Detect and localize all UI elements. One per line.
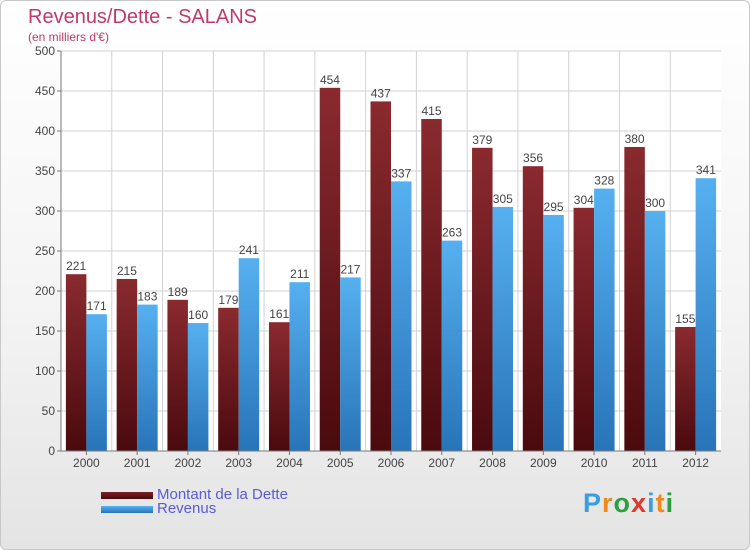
logo-letter: i (647, 488, 656, 518)
x-tick-label-2012: 2012 (682, 456, 709, 470)
data-label-debt-2006: 437 (371, 86, 391, 100)
x-tick-label-2010: 2010 (581, 456, 608, 470)
data-label-revenus-2007: 263 (442, 226, 462, 240)
data-label-revenus-2010: 328 (594, 174, 614, 188)
bar-debt-2011 (624, 147, 645, 451)
y-tick-label: 150 (35, 324, 55, 338)
data-label-revenus-2005: 217 (340, 262, 360, 276)
data-label-debt-2005: 454 (320, 73, 340, 87)
y-tick-label: 300 (35, 204, 55, 218)
x-tick-label-2009: 2009 (530, 456, 557, 470)
data-label-revenus-2006: 337 (391, 166, 411, 180)
bar-revenus-2005 (340, 277, 361, 451)
bar-debt-2001 (116, 279, 138, 451)
y-tick-label: 200 (35, 284, 55, 298)
bar-debt-2003 (218, 307, 239, 451)
x-tick-label-2000: 2000 (73, 456, 100, 470)
bar-revenus-2007 (441, 240, 463, 451)
legend-label-revenus: Revenus (157, 500, 217, 517)
y-tick-label: 250 (35, 244, 55, 258)
x-tick-label-2002: 2002 (175, 456, 202, 470)
data-label-revenus-2001: 183 (137, 290, 157, 304)
x-tick-label-2003: 2003 (225, 456, 252, 470)
bar-debt-2004 (268, 322, 290, 451)
data-label-debt-2010: 304 (574, 193, 594, 207)
data-label-revenus-2011: 300 (645, 196, 665, 210)
bar-debt-2009 (522, 166, 544, 451)
logo-letter: t (655, 488, 666, 518)
bar-revenus-2000 (86, 314, 107, 451)
bar-revenus-2010 (594, 188, 615, 451)
logo-letter: i (665, 488, 675, 518)
bar-revenus-2001 (137, 304, 158, 451)
data-label-debt-2012: 155 (675, 312, 695, 326)
data-label-revenus-2012: 341 (696, 163, 716, 177)
chart-subtitle: (en milliers d'€) (28, 30, 109, 44)
logo-letter: P (583, 488, 603, 518)
bar-revenus-2006 (391, 181, 412, 451)
data-label-debt-2002: 189 (168, 285, 188, 299)
x-tick-label-2007: 2007 (428, 456, 455, 470)
data-label-revenus-2003: 241 (239, 243, 259, 257)
y-tick-label: 350 (35, 164, 55, 178)
bar-revenus-2012 (695, 178, 717, 451)
data-label-debt-2003: 179 (218, 293, 238, 307)
data-label-debt-2001: 215 (117, 264, 137, 278)
data-label-debt-2004: 161 (269, 307, 289, 321)
y-tick-label: 450 (35, 84, 55, 98)
legend-label-debt: Montant de la Dette (157, 486, 288, 503)
bar-revenus-2002 (187, 323, 209, 451)
data-label-debt-2000: 221 (66, 259, 86, 273)
bar-debt-2000 (65, 274, 87, 451)
bar-debt-2010 (573, 207, 595, 451)
bar-debt-2012 (675, 327, 696, 451)
logo-letter: o (613, 488, 632, 518)
y-tick-label: 0 (48, 444, 55, 458)
data-label-revenus-2004: 211 (290, 267, 309, 281)
y-tick-label: 400 (35, 124, 55, 138)
data-label-revenus-2009: 295 (544, 200, 564, 214)
bar-debt-2006 (370, 101, 391, 452)
data-label-debt-2007: 415 (422, 104, 442, 118)
data-label-revenus-2000: 171 (87, 299, 107, 313)
x-tick-label-2008: 2008 (479, 456, 506, 470)
bar-debt-2008 (472, 147, 493, 452)
bar-revenus-2009 (543, 215, 564, 451)
data-label-revenus-2002: 160 (188, 308, 208, 322)
logo-letter: r (602, 488, 614, 518)
bar-revenus-2004 (289, 282, 310, 451)
bar-debt-2005 (319, 87, 341, 452)
bar-revenus-2003 (238, 258, 260, 451)
bar-revenus-2008 (492, 207, 514, 451)
logo-letter: x (631, 488, 648, 518)
data-label-debt-2011: 380 (625, 132, 645, 146)
bar-debt-2002 (167, 299, 188, 451)
data-label-debt-2008: 379 (472, 133, 492, 147)
bar-revenus-2011 (644, 211, 666, 451)
y-tick-label: 100 (35, 364, 55, 378)
legend-swatch-revenus (101, 506, 153, 513)
data-label-revenus-2008: 305 (493, 192, 513, 206)
x-tick-label-2004: 2004 (276, 456, 303, 470)
legend-swatch-debt (101, 492, 153, 499)
data-label-debt-2009: 356 (523, 151, 543, 165)
bar-debt-2007 (421, 119, 442, 451)
y-tick-label: 50 (42, 404, 56, 418)
x-tick-label-2001: 2001 (124, 456, 151, 470)
chart-title: Revenus/Dette - SALANS (28, 6, 257, 28)
proxiti-logo: Proxiti (583, 488, 674, 519)
x-tick-label-2011: 2011 (632, 456, 658, 470)
x-tick-label-2005: 2005 (327, 456, 354, 470)
x-tick-label-2006: 2006 (378, 456, 405, 470)
y-tick-label: 500 (35, 44, 55, 58)
